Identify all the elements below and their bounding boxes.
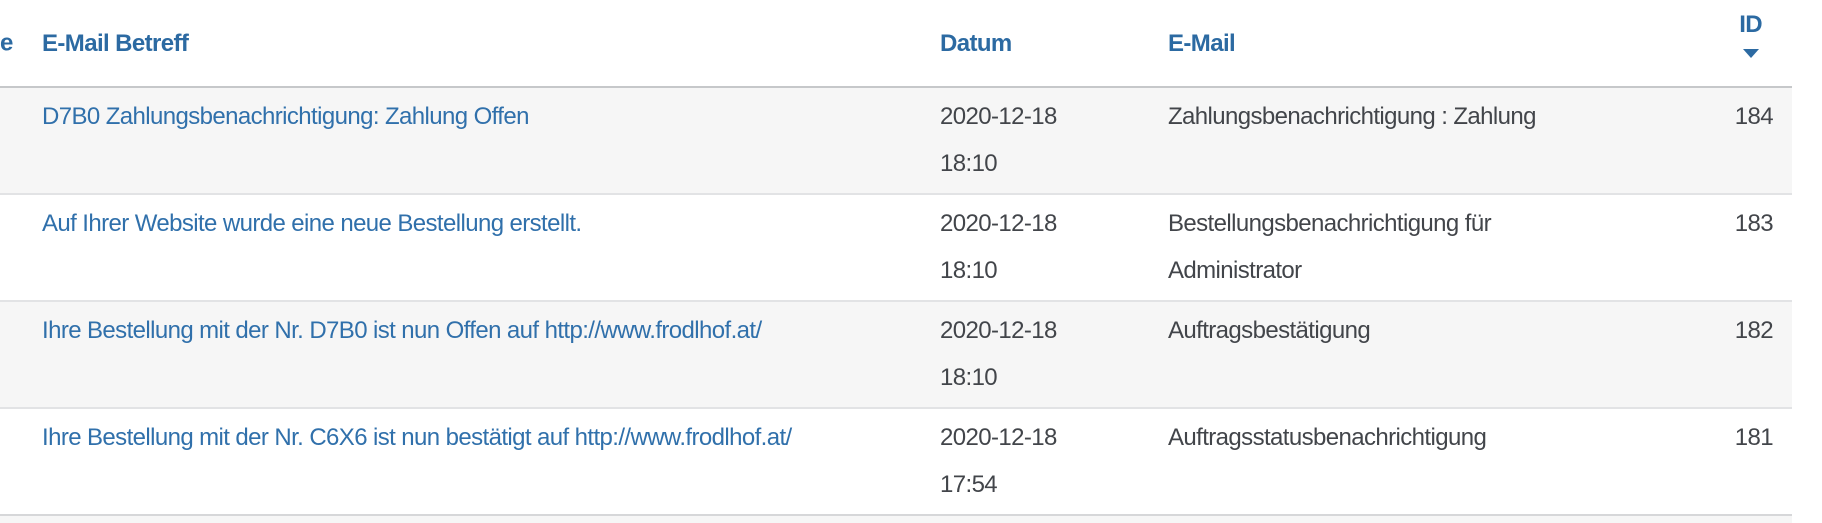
email-subject-cell: Ihre Bestellung mit der Nr. D7B0 ist nun… [0, 302, 930, 407]
email-type: Auftragsbestätigung [1168, 317, 1371, 344]
email-subject-link[interactable]: Auf Ihrer Website wurde eine neue Bestel… [42, 210, 582, 237]
table-row: D7B0 Zahlungsbenachrichtigung: Zahlung O… [0, 88, 1792, 195]
column-header-subject: e E-Mail Betreff [0, 20, 930, 67]
email-subject-cell: D7B0 Zahlungsbenachrichtigung: Zahlung O… [0, 88, 930, 193]
email-id: 182 [1734, 317, 1774, 344]
column-header-email-link[interactable]: E-Mail [1168, 29, 1236, 57]
column-header-id: ID [1610, 11, 1792, 67]
email-subject-link[interactable]: Ihre Bestellung mit der Nr. D7B0 ist nun… [42, 317, 762, 344]
column-header-date: Datum [930, 20, 1168, 67]
table-row: Ihre Bestellung mit der Nr. C6X6 ist nun… [0, 409, 1792, 516]
email-date: 2020-12-18 18:10 [940, 210, 1057, 284]
email-id: 184 [1734, 103, 1774, 130]
email-type: Bestellungsbenachrichtigung für Administ… [1168, 210, 1492, 284]
column-header-subject-link[interactable]: E-Mail Betreff [42, 29, 189, 57]
column-header-id-label: ID [1739, 11, 1762, 38]
table-row: Ihre Bestellung mit der Nr. D7B0 ist nun… [0, 302, 1792, 409]
table-header-row: e E-Mail Betreff Datum E-Mail ID [0, 0, 1792, 88]
email-date: 2020-12-18 18:10 [940, 317, 1057, 391]
email-subject-link[interactable]: Ihre Bestellung mit der Nr. C6X6 ist nun… [42, 424, 792, 451]
email-type: Zahlungsbenachrichtigung : Zahlung [1168, 103, 1536, 130]
email-subject-cell: Auf Ihrer Website wurde eine neue Bestel… [0, 195, 930, 300]
email-id: 183 [1734, 210, 1774, 237]
column-header-id-sort-link[interactable]: ID [1739, 10, 1763, 58]
email-subject-link[interactable]: D7B0 Zahlungsbenachrichtigung: Zahlung O… [42, 103, 529, 130]
column-header-email: E-Mail [1168, 20, 1610, 67]
email-type: Auftragsstatusbenachrichtigung [1168, 424, 1487, 451]
email-date: 2020-12-18 18:10 [940, 103, 1057, 177]
email-date: 2020-12-18 17:54 [940, 424, 1057, 498]
table-row: Auf Ihrer Website wurde eine neue Bestel… [0, 195, 1792, 302]
column-header-date-link[interactable]: Datum [940, 29, 1012, 57]
email-subject-cell: Ihre Bestellung mit der Nr. C6X6 ist nun… [0, 409, 930, 514]
truncated-column-header[interactable]: e [0, 29, 13, 57]
sort-desc-icon [1742, 49, 1759, 58]
email-id: 181 [1734, 424, 1774, 451]
